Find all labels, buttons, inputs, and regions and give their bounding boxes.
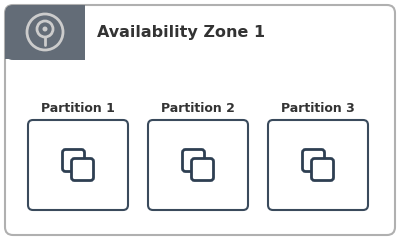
FancyBboxPatch shape [268, 120, 368, 210]
Text: Partition 3: Partition 3 [281, 102, 355, 114]
FancyBboxPatch shape [72, 158, 94, 180]
Bar [5, 32, 85, 59]
FancyBboxPatch shape [5, 5, 395, 235]
FancyBboxPatch shape [5, 5, 85, 60]
Bar [45, 5, 85, 60]
Text: Partition 2: Partition 2 [161, 102, 235, 114]
Text: Availability Zone 1: Availability Zone 1 [97, 25, 265, 40]
FancyBboxPatch shape [148, 120, 248, 210]
FancyBboxPatch shape [62, 150, 84, 172]
FancyBboxPatch shape [312, 158, 334, 180]
FancyBboxPatch shape [302, 150, 324, 172]
FancyBboxPatch shape [182, 150, 204, 172]
Text: Partition 1: Partition 1 [41, 102, 115, 114]
FancyBboxPatch shape [28, 120, 128, 210]
FancyBboxPatch shape [192, 158, 214, 180]
Circle shape [42, 26, 48, 31]
